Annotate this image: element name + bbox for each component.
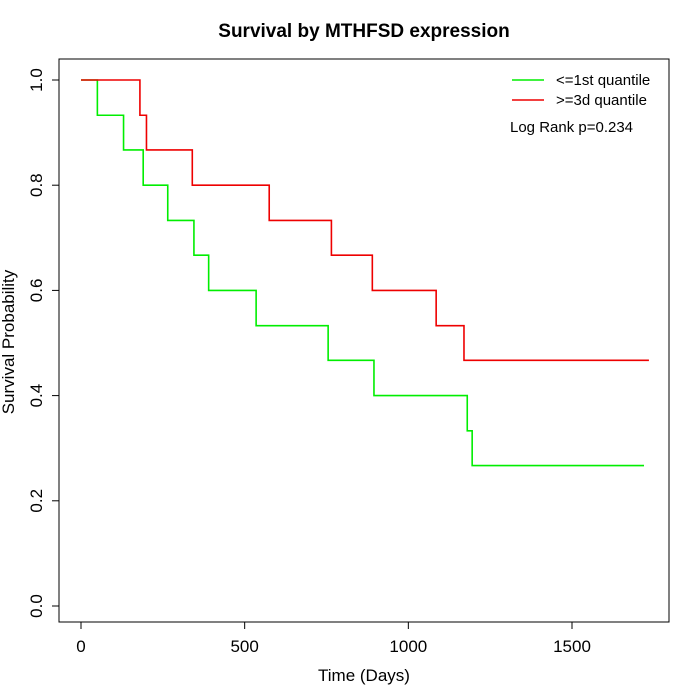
legend: <=1st quantile >=3d quantile bbox=[512, 72, 650, 109]
plot-frame bbox=[58, 58, 670, 623]
x-tick-label: 500 bbox=[230, 637, 258, 656]
x-tick-label: 1500 bbox=[553, 637, 591, 656]
x-axis: 0 500 1000 1500 bbox=[76, 621, 591, 656]
y-tick-label: 0.0 bbox=[27, 594, 46, 618]
y-tick-label: 1.0 bbox=[27, 68, 46, 92]
x-tick-label: 0 bbox=[76, 637, 85, 656]
x-tick-label: 1000 bbox=[389, 637, 427, 656]
y-tick-label: 0.6 bbox=[27, 279, 46, 303]
series-layer bbox=[81, 79, 649, 467]
y-tick-label: 0.2 bbox=[27, 489, 46, 513]
legend-label: >=3d quantile bbox=[556, 92, 647, 109]
y-axis-label: Survival Probability bbox=[0, 269, 18, 414]
y-tick-label: 0.4 bbox=[27, 384, 46, 408]
series-line-1 bbox=[81, 79, 645, 467]
series-line-2 bbox=[81, 79, 649, 362]
y-tick-label: 0.8 bbox=[27, 173, 46, 197]
x-axis-label: Time (Days) bbox=[318, 666, 410, 685]
logrank-annotation: Log Rank p=0.234 bbox=[510, 119, 633, 136]
legend-label: <=1st quantile bbox=[556, 72, 650, 89]
y-axis: 0.0 0.2 0.4 0.6 0.8 1.0 bbox=[27, 68, 60, 618]
chart-title: Survival by MTHFSD expression bbox=[218, 21, 509, 42]
